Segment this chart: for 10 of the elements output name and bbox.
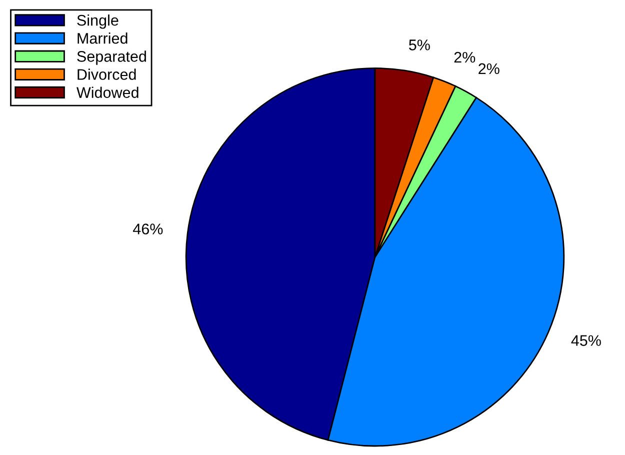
legend-label: Single [77, 14, 118, 29]
legend-label: Widowed [76, 86, 138, 98]
data-label: 5% [409, 40, 430, 50]
data-label: 46% [132, 224, 163, 234]
data-label: 2% [478, 63, 500, 74]
legend-label: Married [78, 32, 128, 44]
data-label: 2% [454, 52, 476, 63]
legend-label: Divorced [78, 68, 136, 80]
data-label: 45% [571, 335, 601, 346]
legend-label: Separated [77, 50, 146, 65]
